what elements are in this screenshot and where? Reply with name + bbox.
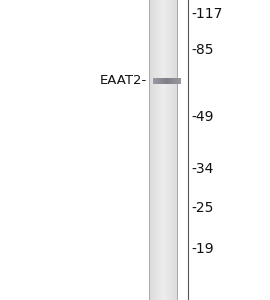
Bar bbox=[173, 78, 174, 84]
Bar bbox=[156, 78, 157, 84]
Bar bbox=[172, 78, 173, 84]
Bar bbox=[167, 78, 168, 84]
Bar bbox=[164, 78, 165, 84]
Bar bbox=[170, 78, 171, 84]
Bar bbox=[174, 78, 175, 84]
Bar bbox=[154, 0, 155, 300]
Bar bbox=[155, 78, 156, 84]
Bar bbox=[177, 78, 178, 84]
Bar bbox=[160, 78, 161, 84]
Bar bbox=[157, 78, 158, 84]
Text: -117: -117 bbox=[192, 7, 223, 20]
Bar bbox=[175, 78, 176, 84]
Bar bbox=[165, 0, 166, 300]
Bar bbox=[163, 0, 164, 300]
Text: -49: -49 bbox=[192, 110, 214, 124]
Bar bbox=[162, 0, 163, 300]
Bar bbox=[160, 0, 161, 300]
Bar bbox=[169, 0, 170, 300]
Bar bbox=[150, 0, 151, 300]
Bar bbox=[150, 0, 151, 300]
Text: EAAT2-: EAAT2- bbox=[100, 74, 147, 88]
Bar bbox=[166, 78, 167, 84]
Bar bbox=[161, 0, 162, 300]
Bar bbox=[165, 0, 166, 300]
Bar bbox=[163, 78, 164, 84]
Bar bbox=[159, 0, 160, 300]
Bar bbox=[169, 78, 170, 84]
Bar bbox=[176, 78, 177, 84]
Bar bbox=[157, 0, 158, 300]
Bar bbox=[153, 78, 154, 84]
Bar bbox=[172, 0, 173, 300]
Bar bbox=[173, 0, 174, 300]
Bar bbox=[155, 0, 156, 300]
Bar bbox=[176, 0, 177, 300]
Bar bbox=[177, 0, 178, 300]
Bar bbox=[152, 0, 153, 300]
Bar bbox=[168, 0, 169, 300]
Bar bbox=[178, 78, 180, 84]
Bar bbox=[165, 78, 166, 84]
Bar bbox=[153, 0, 154, 300]
Bar bbox=[170, 0, 171, 300]
Bar bbox=[154, 78, 155, 84]
Bar bbox=[154, 0, 155, 300]
Text: -19: -19 bbox=[192, 242, 214, 256]
Bar bbox=[171, 78, 172, 84]
Bar bbox=[171, 0, 172, 300]
Bar bbox=[151, 0, 152, 300]
Bar bbox=[166, 0, 167, 300]
Bar bbox=[168, 78, 169, 84]
Bar bbox=[164, 0, 165, 300]
Text: -85: -85 bbox=[192, 44, 214, 57]
Text: -34: -34 bbox=[192, 162, 214, 176]
Bar bbox=[180, 78, 181, 84]
Bar bbox=[149, 0, 150, 300]
Bar bbox=[158, 78, 159, 84]
Bar bbox=[158, 0, 159, 300]
Bar bbox=[158, 0, 159, 300]
Bar bbox=[156, 0, 157, 300]
Bar bbox=[161, 78, 163, 84]
Bar bbox=[159, 78, 160, 84]
Bar bbox=[175, 0, 176, 300]
Bar bbox=[167, 0, 168, 300]
Bar bbox=[174, 0, 175, 300]
Text: -25: -25 bbox=[192, 202, 214, 215]
